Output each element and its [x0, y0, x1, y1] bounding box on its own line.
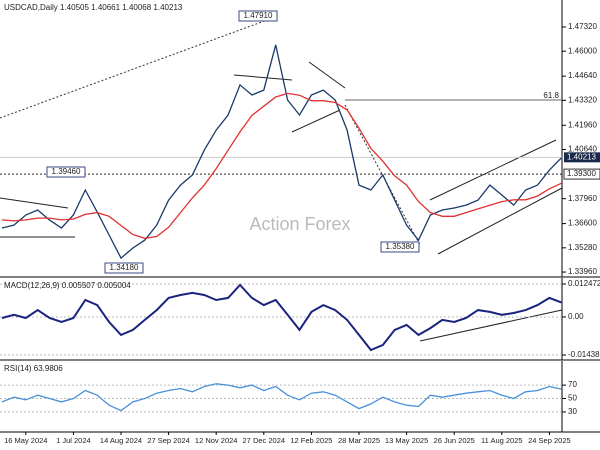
x-tick-label: 28 Mar 2025 — [338, 436, 380, 445]
channel-line — [429, 139, 557, 201]
panel-title: RSI(14) 63.9806 — [4, 364, 63, 373]
annotation: 1.39460 — [52, 167, 81, 176]
price-box — [564, 152, 600, 163]
y-tick-label: 30 — [568, 407, 577, 416]
channel-line — [233, 74, 293, 81]
watermark: Action Forex — [249, 214, 350, 234]
x-tick-label: 14 Aug 2024 — [100, 436, 142, 445]
annotation-box — [238, 10, 278, 22]
y-tick-label: 1.37960 — [568, 194, 597, 203]
series-line — [1, 44, 562, 260]
panel-title: USDCAD,Daily 1.40505 1.40661 1.40068 1.4… — [4, 3, 183, 12]
series-line — [1, 92, 562, 239]
level-box — [563, 168, 600, 180]
annotation-box — [104, 262, 144, 274]
y-tick-label: 1.46000 — [568, 46, 597, 55]
panel-title: MACD(12,26,9) 0.005507 0.005004 — [4, 281, 131, 290]
annotation: 1.35380 — [386, 242, 415, 251]
annotation-box — [380, 241, 420, 253]
y-tick-label: 1.36600 — [568, 219, 597, 228]
macd-trend-line — [419, 309, 563, 342]
trend-line — [0, 15, 279, 119]
y-tick-label: 1.44640 — [568, 71, 597, 80]
x-tick-label: 11 Aug 2025 — [481, 436, 523, 445]
x-tick-label: 26 Jun 2025 — [434, 436, 475, 445]
y-tick-label: -0.014389 — [568, 350, 600, 359]
x-tick-label: 13 May 2025 — [385, 436, 428, 445]
x-tick-label: 27 Sep 2024 — [147, 436, 190, 445]
y-tick-label: 70 — [568, 380, 577, 389]
y-tick-label: 0.00 — [568, 312, 584, 321]
x-tick-label: 12 Feb 2025 — [290, 436, 332, 445]
price-label: 1.40213 — [567, 152, 596, 161]
series-line — [1, 283, 562, 352]
y-tick-label: 50 — [568, 394, 577, 403]
y-tick-label: 1.41960 — [568, 120, 597, 129]
trend-line — [344, 104, 421, 246]
channel-line — [0, 197, 69, 209]
x-tick-label: 24 Sep 2025 — [528, 436, 571, 445]
annotation: 1.34180 — [110, 263, 139, 272]
y-tick-label: 0.012472 — [568, 279, 600, 288]
y-tick-label: 1.33960 — [568, 267, 597, 276]
x-tick-label: 1 Jul 2024 — [56, 436, 91, 445]
annotation: 1.47910 — [244, 11, 273, 20]
level-label: 1.39300 — [567, 169, 596, 178]
y-tick-label: 1.47320 — [568, 22, 597, 31]
y-tick-label: 1.43320 — [568, 95, 597, 104]
y-tick-label: 1.40640 — [568, 145, 597, 154]
x-tick-label: 16 May 2024 — [4, 436, 47, 445]
channel-line — [308, 61, 346, 89]
y-tick-label: 1.35280 — [568, 243, 597, 252]
x-tick-label: 27 Dec 2024 — [243, 436, 286, 445]
fib-label: 61.8 — [543, 91, 559, 100]
series-line — [1, 383, 562, 412]
channel-line — [437, 187, 563, 255]
channel-line — [291, 109, 341, 133]
x-tick-label: 12 Nov 2024 — [195, 436, 238, 445]
annotation-box — [46, 166, 86, 178]
